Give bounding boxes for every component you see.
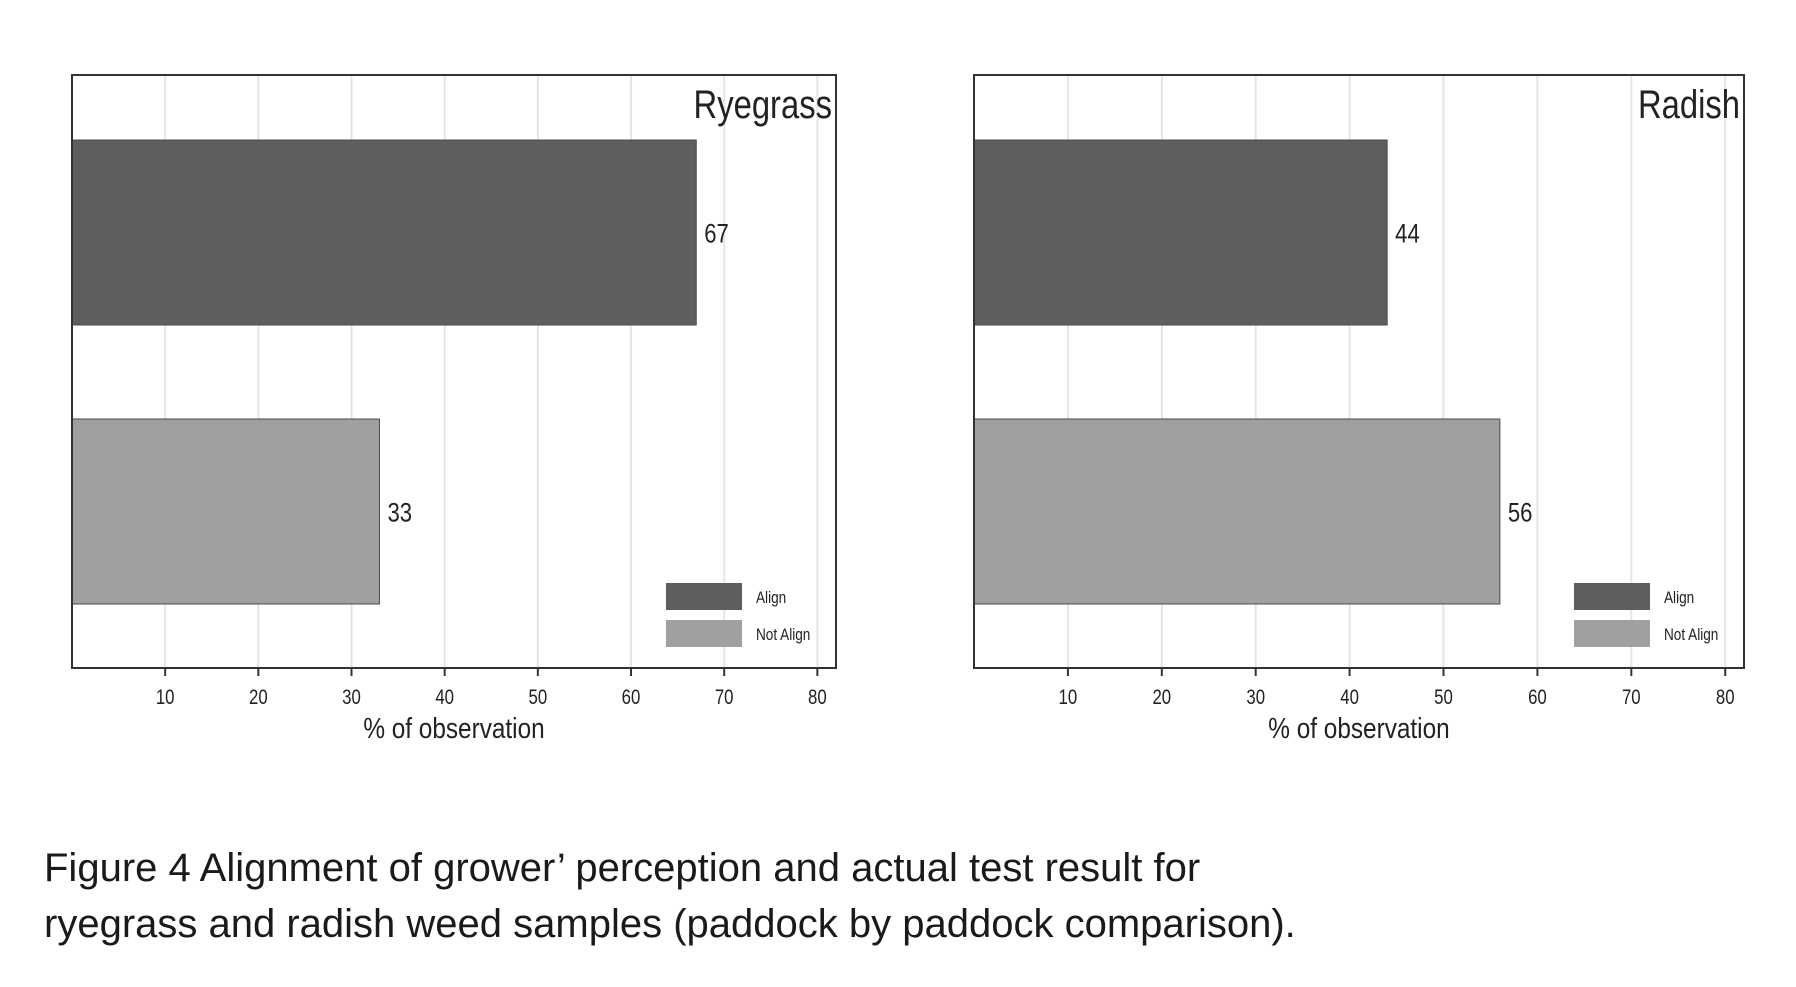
data-label: 67 bbox=[704, 220, 729, 250]
x-tick-label: 60 bbox=[1528, 686, 1547, 709]
x-tick-label: 40 bbox=[435, 686, 454, 709]
x-tick-label: 40 bbox=[1340, 686, 1359, 709]
caption-line-2: ryegrass and radish weed samples (paddoc… bbox=[44, 902, 1296, 946]
x-tick-label: 70 bbox=[715, 686, 734, 709]
x-tick-label: 30 bbox=[342, 686, 361, 709]
x-tick-label: 50 bbox=[1434, 686, 1453, 709]
x-tick-label: 50 bbox=[529, 686, 548, 709]
legend-label: Align bbox=[1664, 589, 1694, 608]
x-tick-label: 30 bbox=[1246, 686, 1265, 709]
x-tick-label: 10 bbox=[1059, 686, 1078, 709]
data-label: 33 bbox=[387, 499, 412, 529]
chart-svg: 67 33 10 20 30 40 50 60 70 80 % of observation Ryeg… bbox=[71, 74, 1745, 744]
data-label: 56 bbox=[1508, 499, 1533, 529]
plot-frame bbox=[973, 74, 1745, 669]
figure-caption: Figure 4 Alignment of grower’ perception… bbox=[44, 840, 1744, 952]
legend-swatch-align bbox=[666, 583, 742, 610]
bar-not-align bbox=[973, 418, 1501, 605]
bar-align bbox=[71, 139, 697, 326]
bar-align bbox=[973, 139, 1388, 326]
legend-swatch-not-align bbox=[1574, 620, 1650, 647]
legend-swatch-not-align bbox=[666, 620, 742, 647]
x-axis-label: % of observation bbox=[363, 712, 544, 744]
x-tick-label: 60 bbox=[622, 686, 641, 709]
bar-not-align bbox=[71, 418, 380, 605]
x-tick-label: 80 bbox=[1716, 686, 1735, 709]
caption-line-1: Figure 4 Alignment of grower’ perception… bbox=[44, 846, 1201, 890]
panel-title: Ryegrass bbox=[694, 82, 832, 127]
legend-label: Not Align bbox=[756, 626, 810, 645]
panel-title: Radish bbox=[1638, 82, 1740, 127]
figure: 67 33 10 20 30 40 50 60 70 80 % of observation Ryeg… bbox=[71, 74, 1745, 744]
plot-frame bbox=[71, 74, 837, 669]
legend-label: Not Align bbox=[1664, 626, 1718, 645]
data-label: 44 bbox=[1395, 220, 1420, 250]
chart-panel-1: 67 33 10 20 30 40 50 60 70 80 % of observation Ryeg… bbox=[71, 74, 837, 744]
x-tick-label: 20 bbox=[1152, 686, 1171, 709]
x-axis-label: % of observation bbox=[1268, 712, 1449, 744]
legend-swatch-align bbox=[1574, 583, 1650, 610]
x-tick-label: 20 bbox=[249, 686, 268, 709]
chart-panel-2: 44 56 10 20 30 40 50 60 70 80 % of observation Radi… bbox=[973, 74, 1745, 744]
x-tick-label: 80 bbox=[808, 686, 827, 709]
x-tick-label: 10 bbox=[156, 686, 175, 709]
x-tick-label: 70 bbox=[1622, 686, 1641, 709]
legend-label: Align bbox=[756, 589, 786, 608]
